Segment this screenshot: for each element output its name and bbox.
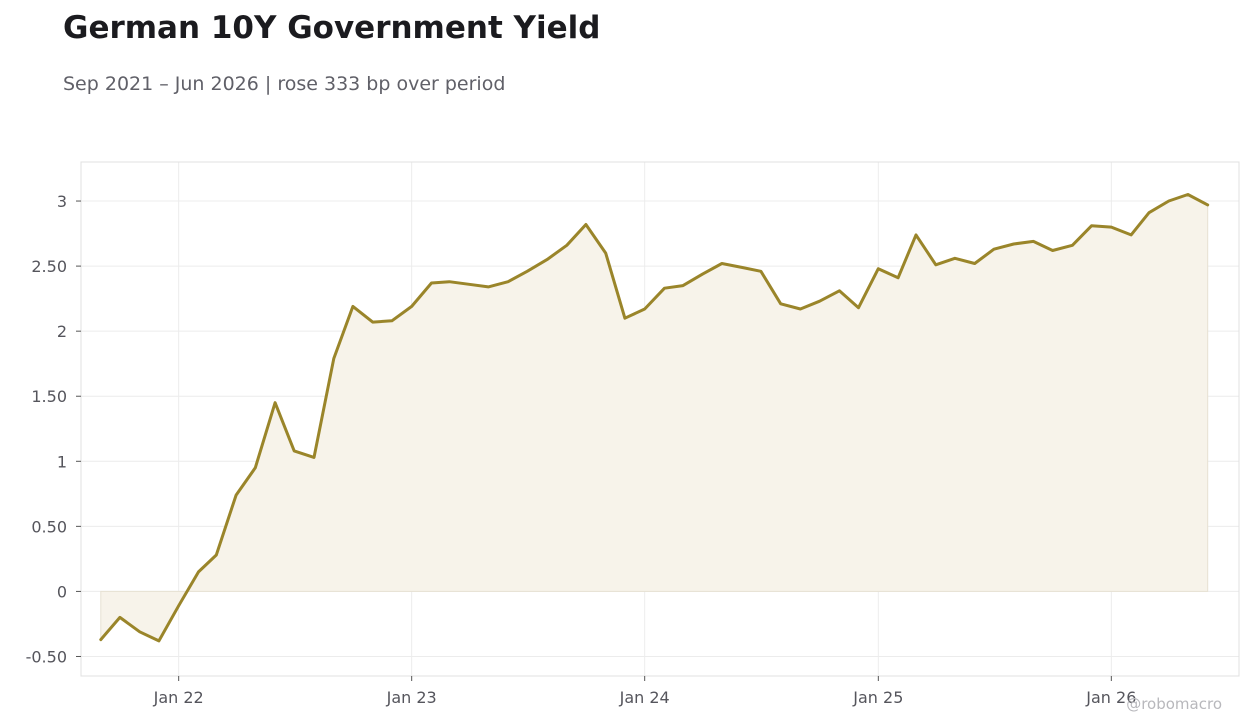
- area-layer: [100, 193, 1209, 642]
- x-tick-label: Jan 24: [619, 688, 670, 707]
- y-tick-label: 2: [57, 322, 67, 341]
- y-tick-label: 0: [57, 582, 67, 601]
- y-tick-label: -0.50: [26, 647, 67, 666]
- x-tick-label: Jan 22: [153, 688, 204, 707]
- y-tick-label: 2.50: [31, 257, 67, 276]
- series-line: [99, 193, 1210, 643]
- y-axis: -0.50 0 0.50 1 1.50 2 2.50 3: [26, 192, 81, 666]
- x-axis: Jan 22 Jan 23 Jan 24 Jan 25 Jan 26: [153, 676, 1136, 707]
- line-layer: [99, 193, 1210, 643]
- chart-subtitle: Sep 2021 – Jun 2026 | rose 333 bp over p…: [63, 73, 506, 95]
- watermark: @robomacro: [1126, 695, 1222, 713]
- x-tick-label: Jan 25: [852, 688, 903, 707]
- y-tick-label: 3: [57, 192, 67, 211]
- y-tick-label: 0.50: [31, 517, 67, 536]
- chart-title: German 10Y Government Yield: [63, 10, 601, 46]
- series-area: [100, 193, 1209, 642]
- x-tick-label: Jan 26: [1085, 688, 1136, 707]
- x-tick-label: Jan 23: [386, 688, 437, 707]
- plot-frame: [80, 161, 1240, 677]
- y-tick-label: 1: [57, 452, 67, 471]
- y-tick-label: 1.50: [31, 387, 67, 406]
